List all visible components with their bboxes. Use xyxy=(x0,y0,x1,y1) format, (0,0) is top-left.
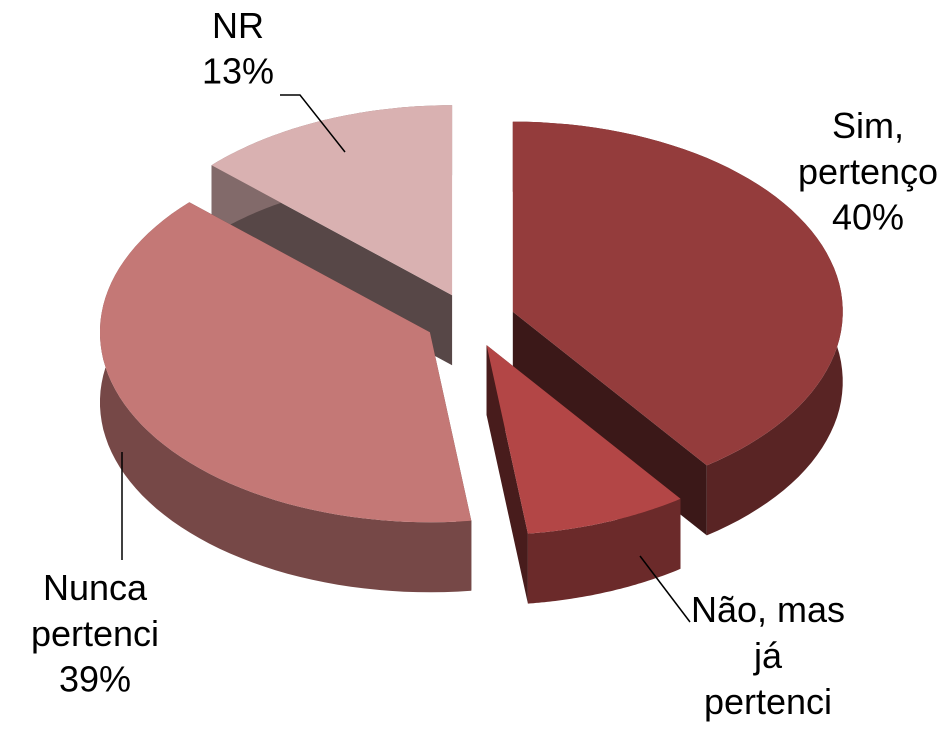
value-label: 40% xyxy=(832,197,904,238)
value-label: 13% xyxy=(202,51,274,92)
slice-side xyxy=(527,498,681,604)
value-label: 39% xyxy=(59,659,131,700)
category-label: Nunca pertenci xyxy=(31,567,159,654)
slice xyxy=(512,121,843,466)
slice-wall xyxy=(486,345,528,604)
slice xyxy=(211,105,453,296)
leader-line xyxy=(639,555,691,623)
category-label: NR xyxy=(212,5,264,46)
slice-side xyxy=(100,202,472,593)
slice xyxy=(486,345,681,534)
slice-wall xyxy=(512,311,707,536)
slice xyxy=(100,202,472,523)
category-label: Não, mas já pertenci xyxy=(691,589,845,722)
leader-line xyxy=(280,94,346,153)
category-label: Sim, pertenço xyxy=(798,105,938,192)
